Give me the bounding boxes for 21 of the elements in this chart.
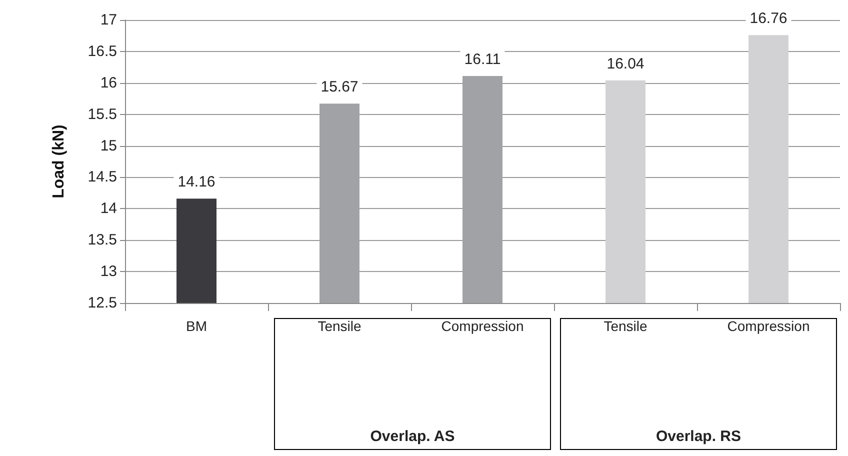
x-tick-label: Tensile (318, 318, 362, 334)
y-tick-label: 15.5 (88, 106, 117, 123)
y-tick-label: 13.5 (88, 232, 117, 249)
data-label: 16.76 (750, 10, 788, 28)
y-tick-label: 14 (100, 200, 117, 218)
y-tick-label: 16 (100, 74, 117, 92)
data-label: 16.04 (606, 55, 644, 72)
y-tick-label: 17 (100, 12, 117, 28)
data-label: 16.11 (464, 50, 501, 68)
data-label: 15.67 (320, 78, 358, 96)
x-tick-label: Tensile (604, 318, 648, 334)
y-axis-title: Load (kN) (50, 124, 68, 198)
x-tick-label: Compression (441, 318, 524, 334)
y-tick-label: 12.5 (88, 294, 117, 312)
y-tick-label: 13 (100, 263, 117, 280)
data-label: 14.16 (178, 174, 216, 191)
x-tick-label: Compression (727, 318, 810, 334)
y-tick-label: 15 (100, 137, 117, 154)
y-tick-label: 16.5 (88, 42, 117, 60)
x-tick-label: BM (186, 318, 207, 334)
y-tick-label: 14.5 (88, 168, 117, 186)
